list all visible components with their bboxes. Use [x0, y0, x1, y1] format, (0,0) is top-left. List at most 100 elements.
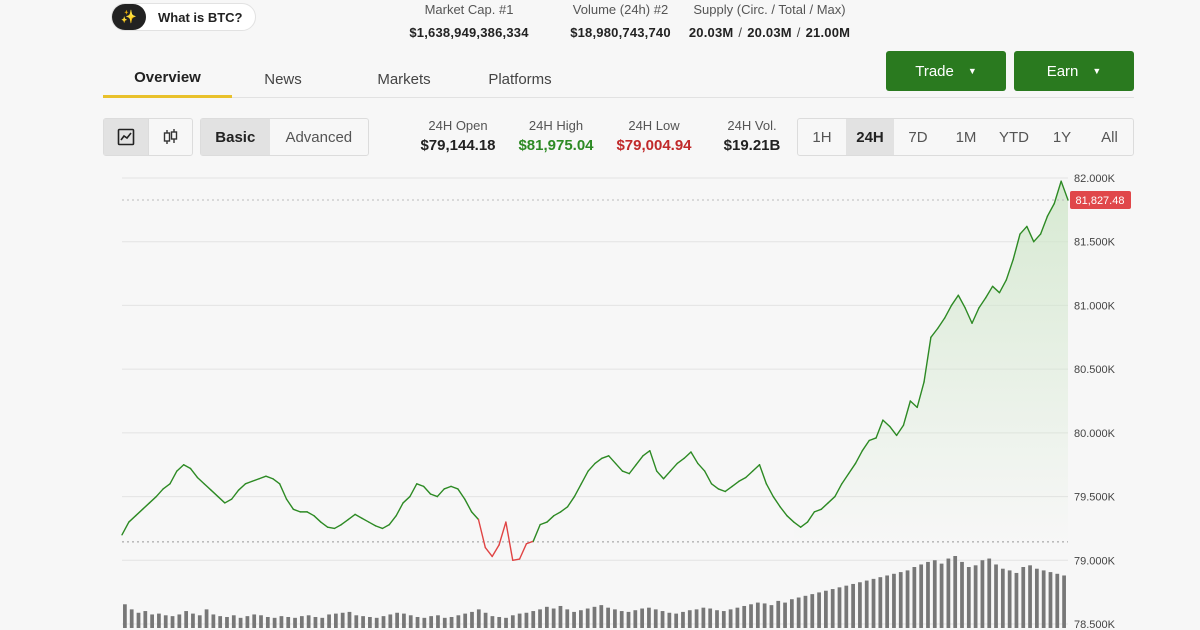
price-line-segment: [285, 498, 295, 511]
price-line-segment: [135, 508, 144, 517]
supply-circ: 20.03M: [688, 25, 734, 40]
range-1h[interactable]: 1H: [812, 128, 832, 146]
volume-bar: [538, 609, 542, 628]
price-line-segment: [614, 462, 624, 472]
volume-bar: [973, 565, 978, 628]
high-label: 24H High: [528, 118, 584, 133]
supply-label: Supply (Circ. / Total / Max): [693, 2, 846, 17]
volume-bar: [579, 610, 583, 628]
line-chart-icon[interactable]: [104, 119, 149, 155]
volume-bar: [354, 615, 359, 628]
volume-bar: [163, 615, 168, 628]
advanced-mode-button[interactable]: Advanced: [285, 128, 353, 146]
volume-bar: [293, 617, 297, 628]
tab-news[interactable]: News: [264, 70, 302, 88]
sparkle-icon: ✨: [112, 4, 146, 30]
price-line-segment: [985, 285, 994, 299]
candlestick-icon[interactable]: [149, 119, 193, 155]
what-is-btc-button[interactable]: ✨ What is BTC?: [111, 3, 256, 31]
volume-bar: [667, 612, 672, 628]
price-line-segment: [655, 470, 665, 480]
price-line-segment: [244, 480, 253, 485]
volume-bar: [864, 580, 869, 628]
volume-bar: [994, 564, 998, 628]
volume-bar: [932, 560, 937, 628]
earn-label: Earn: [1046, 62, 1079, 80]
price-line-segment: [155, 488, 164, 498]
open-value: $79,144.18: [420, 137, 496, 154]
volume-value: $18,980,743,740: [570, 25, 671, 40]
volume-bar: [272, 617, 277, 628]
volume-bar: [286, 616, 291, 628]
volume-bar: [259, 615, 263, 628]
price-line-segment: [827, 495, 836, 504]
volume-bar: [463, 613, 468, 628]
price-line-segment: [491, 544, 500, 558]
volume-bar: [687, 610, 692, 628]
price-line-segment: [546, 514, 555, 523]
volume-bar: [510, 615, 515, 628]
volume-bar: [660, 611, 665, 628]
range-1m[interactable]: 1M: [955, 128, 977, 146]
range-1y[interactable]: 1Y: [1052, 128, 1072, 146]
volume-bar: [544, 606, 549, 628]
volume-bar: [824, 590, 828, 628]
tab-platforms[interactable]: Platforms: [488, 70, 552, 88]
volume-bar: [1048, 572, 1053, 628]
earn-button[interactable]: Earn ▼: [1014, 51, 1134, 91]
volume-bar: [803, 595, 808, 628]
tab-markets[interactable]: Markets: [377, 70, 431, 88]
section-tabs: Overview News Markets Platforms: [103, 60, 1134, 98]
volume-bar: [572, 611, 576, 628]
volume-bar: [755, 602, 760, 628]
volume-bar: [558, 605, 563, 628]
volume-bar: [442, 617, 447, 628]
volume-bar: [218, 616, 223, 628]
volume-bar: [197, 615, 202, 628]
volume-bar: [606, 607, 610, 628]
price-line-segment: [210, 489, 219, 498]
range-24h[interactable]: 24H: [846, 119, 894, 155]
price-line-segment: [395, 502, 404, 517]
price-line-segment: [882, 419, 891, 428]
price-line-segment: [422, 485, 432, 495]
volume-bar: [476, 609, 481, 628]
price-line-segment: [224, 498, 233, 504]
price-line-segment: [628, 464, 637, 475]
price-line-segment: [635, 455, 644, 466]
price-line-segment: [724, 485, 733, 493]
price-line-segment: [409, 483, 418, 498]
price-line-segment: [443, 485, 452, 490]
volume-bar: [265, 616, 270, 628]
tab-overview[interactable]: Overview: [103, 60, 232, 98]
price-line-segment: [765, 483, 774, 498]
price-line-segment: [566, 495, 576, 508]
volume-bar: [1014, 572, 1019, 628]
supply-stat: Supply (Circ. / Total / Max) 20.03M/20.0…: [682, 2, 857, 40]
volume-bar: [912, 567, 917, 628]
volume-bar: [395, 612, 399, 628]
price-line-segment: [751, 464, 761, 472]
vol-stat: 24H Vol. $19.21B: [712, 118, 792, 154]
price-line-segment: [841, 472, 850, 485]
volume-bar: [905, 570, 910, 628]
range-7d[interactable]: 7D: [908, 128, 928, 146]
basic-mode-button[interactable]: Basic: [201, 119, 270, 155]
volume-bar: [715, 610, 719, 628]
price-line-segment: [525, 540, 535, 545]
volume-bar: [939, 563, 944, 628]
volume-bar: [381, 616, 386, 628]
volume-bar: [1062, 575, 1066, 628]
volume-bar: [1041, 570, 1046, 628]
price-line-segment: [457, 488, 466, 500]
range-all[interactable]: All: [1101, 128, 1118, 146]
volume-bar: [817, 592, 821, 628]
volume-bar: [299, 616, 304, 628]
y-tick-label: 81.500K: [1074, 237, 1116, 249]
trade-button[interactable]: Trade ▼: [886, 51, 1006, 91]
volume-bar: [926, 561, 930, 628]
volume-bar: [898, 572, 903, 628]
y-tick-label: 80.000K: [1074, 428, 1116, 440]
range-ytd[interactable]: YTD: [999, 128, 1029, 146]
